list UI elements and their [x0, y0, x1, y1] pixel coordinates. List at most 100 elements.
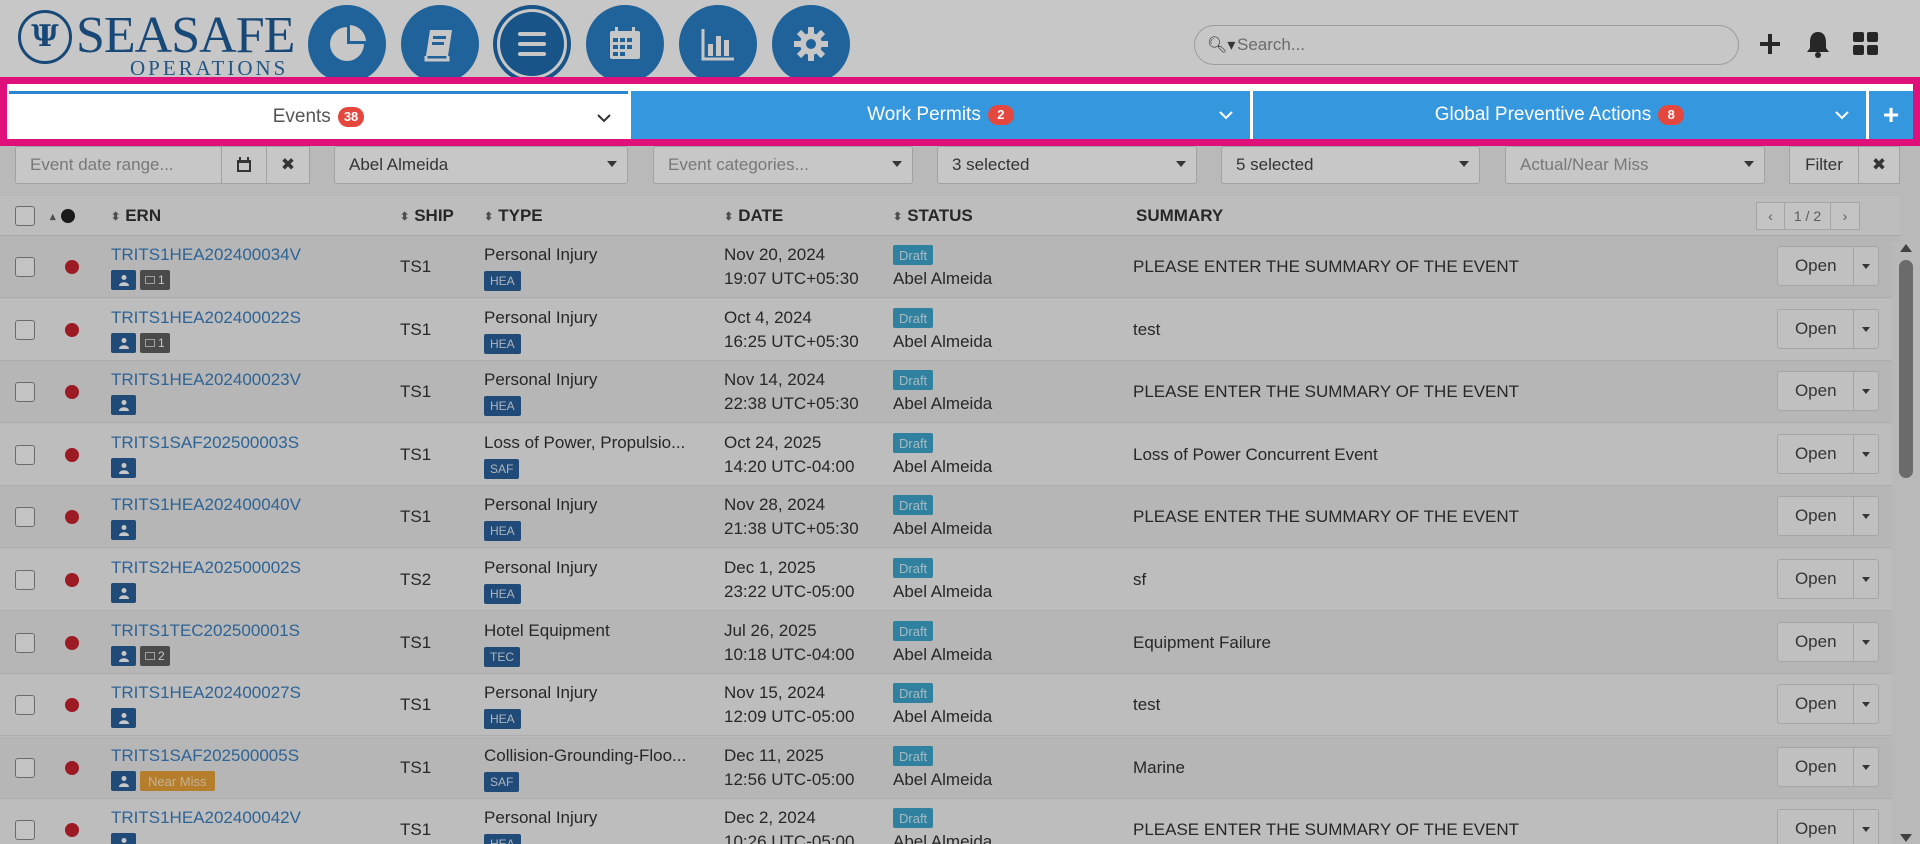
nav-calendar-button[interactable]: [586, 5, 664, 83]
chevron-down-icon[interactable]: [1854, 810, 1878, 844]
header-type[interactable]: ⬍ TYPE: [484, 206, 543, 225]
ern-link[interactable]: TRITS1HEA202400042V: [111, 808, 301, 827]
row-checkbox[interactable]: [15, 320, 35, 340]
clear-date-icon[interactable]: ✖: [266, 146, 310, 184]
ern-link[interactable]: TRITS1HEA202400022S: [111, 308, 301, 327]
table-row[interactable]: TRITS1HEA202400034V 1 TS1 Personal Injury HE…: [0, 236, 1900, 298]
row-checkbox[interactable]: [15, 820, 35, 840]
bell-icon[interactable]: [1802, 28, 1834, 60]
chevron-down-icon[interactable]: [1854, 435, 1878, 473]
scroll-thumb[interactable]: [1899, 260, 1913, 478]
chevron-down-icon[interactable]: [1854, 748, 1878, 786]
prev-page-button[interactable]: ‹: [1757, 203, 1785, 229]
nav-list-button[interactable]: [493, 5, 571, 83]
table-row[interactable]: TRITS1HEA202400027S TS1 Personal Injury HEA…: [0, 674, 1900, 736]
row-checkbox[interactable]: [15, 570, 35, 590]
chevron-down-icon[interactable]: [1216, 105, 1236, 125]
open-button[interactable]: Open: [1777, 747, 1879, 787]
event-date-range-input[interactable]: Event date range...: [15, 146, 222, 184]
person-icon: [111, 583, 136, 603]
table-row[interactable]: TRITS1SAF202500005S Near Miss TS1 Collision…: [0, 737, 1900, 799]
ern-link[interactable]: TRITS2HEA202500002S: [111, 558, 301, 577]
type-multi-select[interactable]: 5 selected: [1221, 146, 1480, 184]
search-icon[interactable]: 🔍︎▾: [1207, 37, 1236, 54]
add-tab-button[interactable]: +: [1869, 91, 1913, 139]
scroll-down-icon[interactable]: [1900, 834, 1912, 842]
ern-link[interactable]: TRITS1HEA202400027S: [111, 683, 301, 702]
open-button[interactable]: Open: [1777, 434, 1879, 474]
open-button[interactable]: Open: [1777, 684, 1879, 724]
next-page-button[interactable]: ›: [1842, 208, 1848, 224]
chevron-down-icon: [607, 161, 617, 167]
row-checkbox[interactable]: [15, 257, 35, 277]
row-checkbox[interactable]: [15, 758, 35, 778]
open-button[interactable]: Open: [1777, 809, 1879, 844]
row-checkbox[interactable]: [15, 695, 35, 715]
row-checkbox[interactable]: [15, 507, 35, 527]
owner-cell: Abel Almeida: [893, 269, 993, 288]
chevron-down-icon[interactable]: [1854, 497, 1878, 535]
add-icon[interactable]: [1754, 28, 1786, 60]
open-button[interactable]: Open: [1777, 246, 1879, 286]
chevron-down-icon[interactable]: [594, 108, 614, 128]
ern-link[interactable]: TRITS1HEA202400040V: [111, 495, 301, 514]
row-checkbox[interactable]: [15, 382, 35, 402]
tab-work-permits[interactable]: Work Permits 2: [631, 91, 1250, 139]
nav-settings-button[interactable]: [772, 5, 850, 83]
row-checkbox[interactable]: [15, 445, 35, 465]
search-box[interactable]: 🔍︎▾: [1194, 25, 1739, 65]
ern-link[interactable]: TRITS1SAF202500005S: [111, 746, 300, 765]
header-status[interactable]: ⬍ STATUS: [893, 206, 973, 225]
open-button[interactable]: Open: [1777, 496, 1879, 536]
ern-link[interactable]: TRITS1SAF202500003S: [111, 433, 300, 452]
nav-reports-button[interactable]: [679, 5, 757, 83]
chevron-down-icon[interactable]: [1832, 105, 1852, 125]
table-row[interactable]: TRITS1HEA202400023V TS1 Personal Injury HEA…: [0, 361, 1900, 423]
time-cell: 10:18 UTC-04:00: [724, 645, 855, 664]
row-checkbox[interactable]: [15, 633, 35, 653]
table-row[interactable]: TRITS1HEA202400042V TS1 Personal Injury HEA…: [0, 799, 1900, 844]
filter-button[interactable]: Filter: [1789, 146, 1859, 184]
person-icon: [111, 771, 136, 791]
table-row[interactable]: TRITS2HEA202500002S TS2 Personal Injury HEA…: [0, 549, 1900, 611]
apps-grid-icon[interactable]: [1850, 28, 1882, 60]
actual-near-miss-select[interactable]: Actual/Near Miss: [1505, 146, 1765, 184]
open-button[interactable]: Open: [1777, 309, 1879, 349]
status-multi-select[interactable]: 3 selected: [937, 146, 1197, 184]
header-ship[interactable]: ⬍ SHIP: [400, 206, 454, 225]
nav-dashboard-button[interactable]: [308, 5, 386, 83]
header-ern[interactable]: ⬍ ERN: [111, 206, 162, 225]
tab-events[interactable]: Events 38: [9, 91, 628, 139]
clear-filters-button[interactable]: ✖: [1858, 146, 1900, 184]
event-categories-select[interactable]: Event categories...: [653, 146, 913, 184]
open-button[interactable]: Open: [1777, 371, 1879, 411]
chevron-down-icon[interactable]: [1854, 310, 1878, 348]
ern-link[interactable]: TRITS1HEA202400034V: [111, 245, 301, 264]
open-button[interactable]: Open: [1777, 622, 1879, 662]
ern-link[interactable]: TRITS1HEA202400023V: [111, 370, 301, 389]
status-dot-sort[interactable]: ▴: [50, 196, 75, 236]
table-scrollbar[interactable]: [1892, 242, 1920, 844]
tab-global-preventive-actions[interactable]: Global Preventive Actions 8: [1253, 91, 1866, 139]
nav-logbook-button[interactable]: [401, 5, 479, 83]
search-input[interactable]: [1237, 35, 1717, 55]
chevron-down-icon[interactable]: [1854, 247, 1878, 285]
chevron-down-icon[interactable]: [1854, 372, 1878, 410]
chevron-down-icon[interactable]: [1854, 560, 1878, 598]
owner-select[interactable]: Abel Almeida: [334, 146, 628, 184]
chevron-down-icon[interactable]: [1854, 623, 1878, 661]
chevron-down-icon[interactable]: [1854, 685, 1878, 723]
header-date[interactable]: ⬍ DATE: [724, 206, 784, 225]
open-button[interactable]: Open: [1777, 559, 1879, 599]
calendar-picker-icon[interactable]: [221, 146, 267, 184]
table-row[interactable]: TRITS1HEA202400022S 1 TS1 Personal Injury HE…: [0, 299, 1900, 361]
scroll-up-icon[interactable]: [1900, 244, 1912, 252]
select-all-checkbox[interactable]: [15, 196, 35, 236]
table-row[interactable]: TRITS1HEA202400040V TS1 Personal Injury HEA…: [0, 486, 1900, 548]
table-row[interactable]: TRITS1SAF202500003S TS1 Loss of Power, Pro…: [0, 424, 1900, 486]
date-cell: Nov 20, 2024: [724, 245, 826, 264]
person-icon: [111, 333, 136, 353]
table-row[interactable]: TRITS1TEC202500001S 2 TS1 Hotel Equipment TE…: [0, 612, 1900, 674]
ern-link[interactable]: TRITS1TEC202500001S: [111, 621, 300, 640]
seasafe-logo[interactable]: Ψ SEASAFE OPERATIONS: [18, 8, 295, 80]
